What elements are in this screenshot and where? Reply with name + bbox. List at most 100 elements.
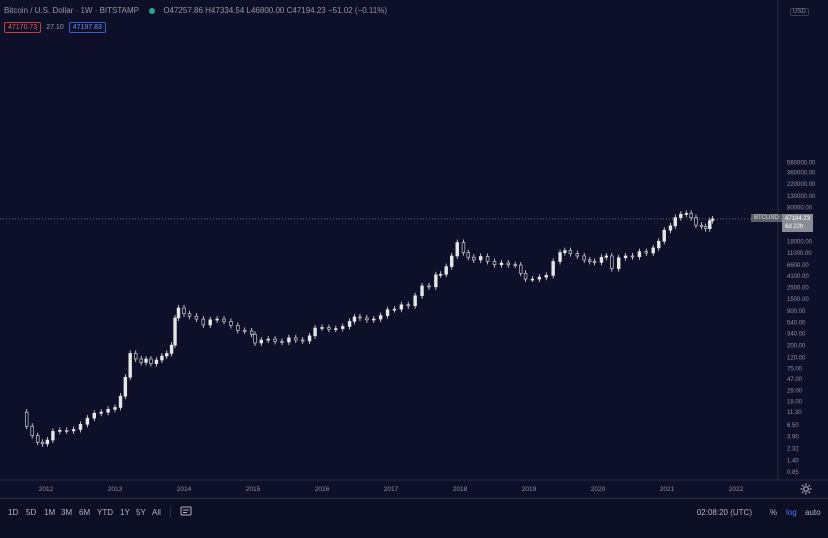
candle xyxy=(703,223,708,232)
candle xyxy=(461,239,466,256)
bar-countdown: 6d 22h xyxy=(785,223,804,230)
timeframe-1d-button[interactable]: 1D xyxy=(8,508,19,517)
year-tick-label: 2017 xyxy=(384,486,399,493)
compare-icon[interactable] xyxy=(180,505,192,517)
candle xyxy=(630,252,635,260)
candle xyxy=(300,337,305,344)
symbol-price-tag: BTCUSD xyxy=(751,213,782,222)
percent-scale-toggle[interactable]: % xyxy=(770,508,778,517)
currency-selector[interactable]: USD xyxy=(790,8,809,16)
candle xyxy=(399,301,404,313)
candle xyxy=(340,323,345,332)
symbol-title[interactable]: Bitcoin / U.S. Dollar · 1W · BITSTAMP xyxy=(4,6,139,15)
candle xyxy=(287,334,291,345)
year-tick-label: 2019 xyxy=(522,486,537,493)
candle xyxy=(699,222,704,230)
year-tick-label: 2022 xyxy=(729,486,744,493)
candles-group xyxy=(24,210,715,447)
candle xyxy=(30,423,34,439)
price-tick-label: 1500.00 xyxy=(787,297,809,303)
candle xyxy=(434,271,438,290)
candle xyxy=(201,316,206,328)
candle xyxy=(689,210,693,221)
candle xyxy=(599,254,604,266)
timeframe-6m-button[interactable]: 6M xyxy=(79,508,91,517)
price-tick-label: 4100.00 xyxy=(787,274,809,280)
gear-icon[interactable] xyxy=(800,483,812,495)
candle xyxy=(365,314,369,323)
candle xyxy=(485,253,490,265)
timeframe-1m-button[interactable]: 1M xyxy=(44,508,56,517)
candle xyxy=(249,327,254,338)
timeframe-1y-button[interactable]: 1Y xyxy=(120,508,130,517)
candle xyxy=(280,338,284,345)
candle xyxy=(327,324,331,333)
candle xyxy=(537,274,542,283)
candle xyxy=(222,316,226,325)
candle xyxy=(610,252,614,272)
candle xyxy=(582,252,586,263)
candle xyxy=(173,314,177,349)
price-tick-label: 900.00 xyxy=(787,309,806,315)
candle xyxy=(40,439,45,447)
candle xyxy=(320,324,324,332)
open-value: O47257.86 xyxy=(163,6,203,15)
auto-scale-toggle[interactable]: auto xyxy=(805,508,821,517)
candle xyxy=(139,355,143,366)
price-tick-label: 340.00 xyxy=(787,331,806,337)
bottom-toolbar: 1D 5D 1M 3M 6M YTD 1Y 5Y All 02:08:20 (UTC) % lo… xyxy=(0,498,828,538)
candle xyxy=(378,312,383,323)
price-tick-label: 130000.00 xyxy=(787,194,816,200)
candle xyxy=(558,249,562,265)
candle xyxy=(294,334,298,344)
candle xyxy=(662,227,666,245)
candle xyxy=(478,253,483,263)
buy-price-badge[interactable]: 47197.83 xyxy=(68,22,106,33)
candle xyxy=(651,244,655,257)
candle xyxy=(372,316,376,323)
candle xyxy=(551,258,555,279)
timeframe-all-button[interactable]: All xyxy=(152,508,161,517)
candle xyxy=(684,210,689,218)
candle xyxy=(259,337,263,346)
candle xyxy=(472,254,476,263)
price-tick-label: 47.00 xyxy=(787,377,803,383)
candle xyxy=(51,428,55,444)
candle xyxy=(229,318,233,329)
candle xyxy=(679,211,683,221)
year-tick-label: 2014 xyxy=(177,486,192,493)
price-tick-label: 200.00 xyxy=(787,344,806,350)
timeframe-5d-button[interactable]: 5D xyxy=(26,508,37,517)
change-value: −51.02 (−0.11%) xyxy=(327,6,387,15)
candle xyxy=(499,260,504,268)
price-tick-label: 540.00 xyxy=(787,321,806,327)
sell-price-badge[interactable]: 47170.73 xyxy=(4,22,42,33)
candle xyxy=(450,252,454,270)
candle xyxy=(307,332,312,344)
log-scale-toggle[interactable]: log xyxy=(786,508,797,517)
price-tick-label: 3.90 xyxy=(787,435,799,441)
price-tick-label: 220000.00 xyxy=(787,182,816,188)
candle xyxy=(588,256,592,265)
candle xyxy=(592,258,597,266)
candle xyxy=(668,222,673,234)
candle xyxy=(154,357,159,367)
candle xyxy=(160,353,164,364)
timeframe-3m-button[interactable]: 3M xyxy=(61,508,73,517)
candle xyxy=(144,355,148,366)
candle xyxy=(519,262,523,277)
candle xyxy=(420,282,424,299)
timeframe-5y-button[interactable]: 5Y xyxy=(136,508,146,517)
candle xyxy=(623,252,628,261)
candle xyxy=(575,250,580,259)
utc-clock[interactable]: 02:08:20 (UTC) xyxy=(696,508,752,517)
price-tick-label: 1.40 xyxy=(787,458,799,464)
current-price-label: 47194.23 6d 22h xyxy=(782,213,814,232)
candle xyxy=(215,316,219,323)
candle xyxy=(106,406,110,416)
timeframe-ytd-button[interactable]: YTD xyxy=(97,508,113,517)
candle xyxy=(385,306,390,319)
candle xyxy=(78,421,83,433)
